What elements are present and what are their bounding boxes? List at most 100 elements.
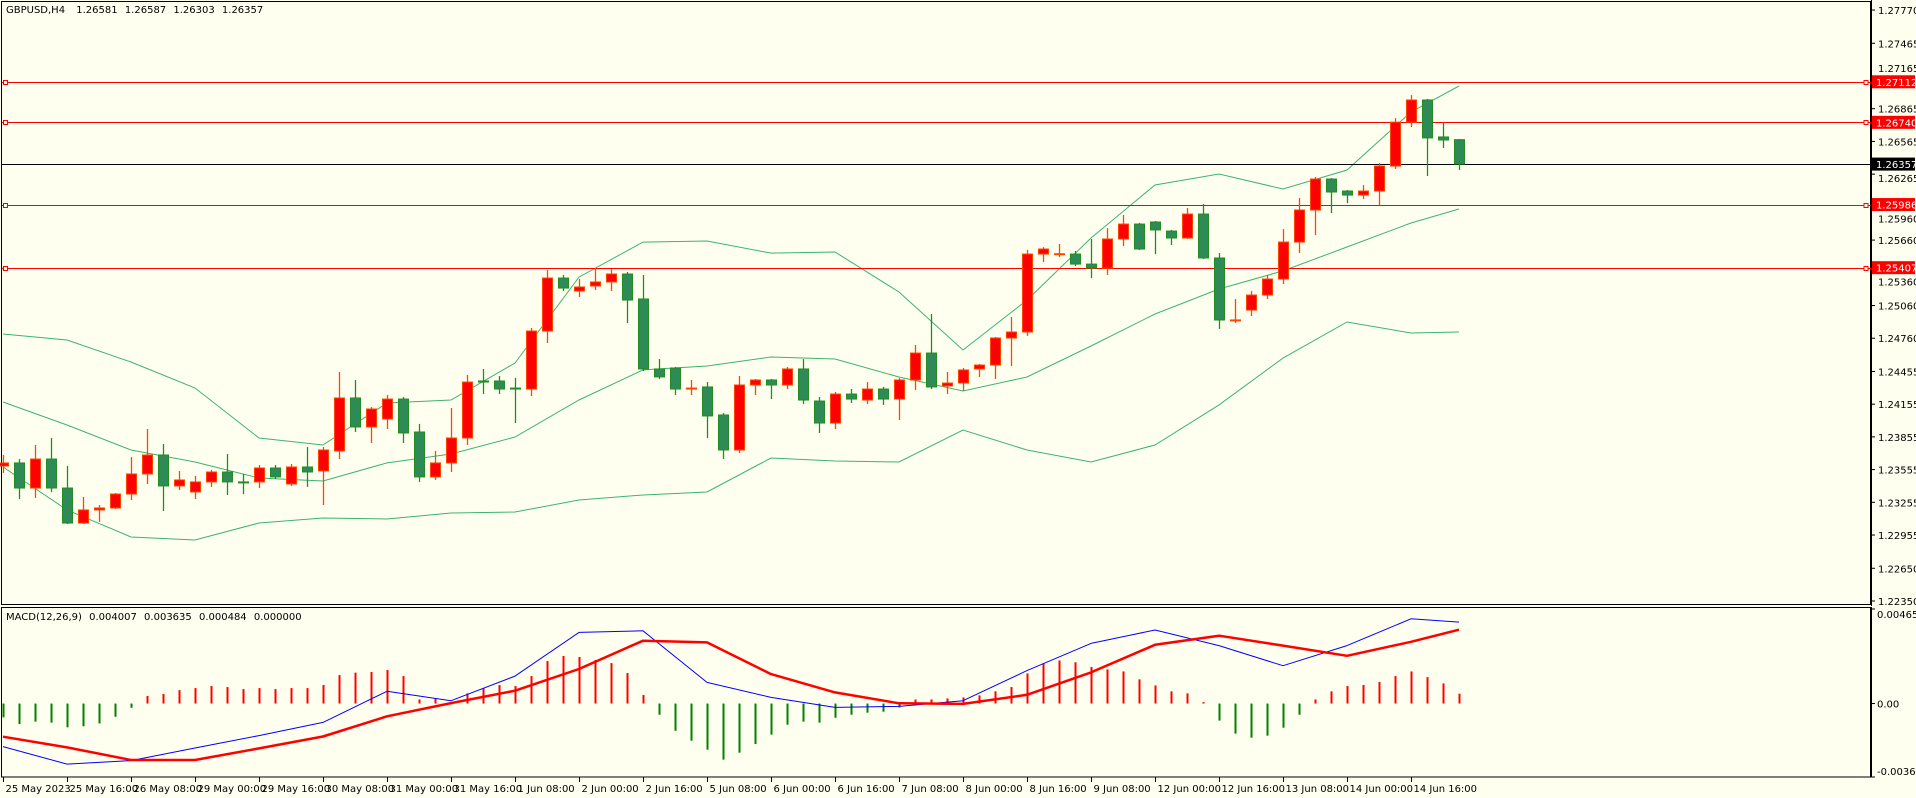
price-tick-label: 1.23555 bbox=[1878, 466, 1916, 477]
time-tick-label: 14 Jun 00:00 bbox=[1350, 784, 1414, 795]
candlesticks bbox=[0, 95, 1465, 525]
bear-candle-body bbox=[398, 398, 409, 434]
candle bbox=[686, 379, 697, 396]
candle bbox=[1070, 250, 1081, 267]
horizontal-level-line[interactable] bbox=[2, 266, 1871, 271]
bull-candle-body bbox=[1230, 319, 1241, 322]
bear-candle-body bbox=[846, 393, 857, 400]
time-tick-label: 6 Jun 16:00 bbox=[838, 784, 895, 795]
candle bbox=[30, 444, 41, 498]
bull-candle-body bbox=[110, 493, 121, 509]
candle bbox=[110, 493, 121, 509]
bear-candle-body bbox=[1150, 221, 1161, 231]
bear-candle-body bbox=[302, 466, 313, 473]
candle bbox=[94, 505, 105, 523]
bear-candle-body bbox=[350, 397, 361, 428]
candle bbox=[398, 396, 409, 443]
macd-axis[interactable]: 0.004652 0.00 -0.003615 bbox=[1871, 607, 1916, 778]
level-price-badge: 1.27112 bbox=[1872, 75, 1916, 89]
bull-candle-body bbox=[1102, 238, 1113, 269]
bull-candle-body bbox=[1182, 213, 1193, 239]
bull-candle-body bbox=[862, 388, 873, 401]
candle bbox=[302, 447, 313, 487]
bear-candle-body bbox=[14, 462, 25, 489]
bull-candle-body bbox=[1006, 331, 1017, 339]
candle bbox=[1230, 299, 1241, 324]
bull-candle-body bbox=[206, 471, 217, 483]
macd-main-line bbox=[2, 618, 1460, 765]
bear-candle-body bbox=[1326, 178, 1337, 193]
candle bbox=[1438, 122, 1449, 148]
bull-candle-body bbox=[30, 458, 41, 489]
horizontal-level-line[interactable] bbox=[2, 80, 1871, 85]
level-handle-left[interactable] bbox=[3, 80, 8, 85]
price-axis[interactable]: 1.27770 1.27465 1.27165 1.26865 1.26565 1.262… bbox=[1871, 0, 1916, 608]
time-tick-label: 29 May 16:00 bbox=[262, 784, 331, 795]
candle bbox=[1262, 274, 1273, 299]
bear-candle-body bbox=[414, 431, 425, 478]
bear-candle-body bbox=[1198, 213, 1209, 259]
bull-candle-body bbox=[526, 330, 537, 390]
candle bbox=[126, 457, 137, 501]
level-handle-right[interactable] bbox=[1863, 203, 1869, 208]
candle bbox=[222, 454, 233, 496]
level-handle-left[interactable] bbox=[3, 120, 8, 125]
time-tick-label: 9 Jun 08:00 bbox=[1094, 784, 1151, 795]
candle bbox=[190, 475, 201, 500]
macd-histogram-value: 0.000484 bbox=[199, 612, 247, 623]
time-tick-label: 29 May 00:00 bbox=[198, 784, 267, 795]
level-price-badge-bg bbox=[1872, 115, 1915, 129]
bull-candle-body bbox=[606, 273, 617, 283]
bear-candle-body bbox=[558, 277, 569, 289]
bear-candle-body bbox=[222, 471, 233, 483]
horizontal-level-line[interactable] bbox=[2, 203, 1871, 208]
price-tick-label: 1.25660 bbox=[1878, 236, 1916, 247]
bear-candle-body bbox=[926, 352, 937, 388]
bear-candle-body bbox=[1438, 136, 1449, 141]
macd-lines bbox=[2, 618, 1460, 765]
time-tick-label: 14 Jun 16:00 bbox=[1414, 784, 1478, 795]
time-tick-label: 25 May 16:00 bbox=[70, 784, 139, 795]
horizontal-level-line[interactable] bbox=[2, 120, 1871, 125]
candle bbox=[974, 363, 985, 378]
current-price-badge: 1.26357 bbox=[1872, 157, 1916, 171]
level-handle-right[interactable] bbox=[1863, 80, 1869, 85]
candle bbox=[270, 465, 281, 479]
price-panel[interactable]: GBPUSD,H4 1.26581 1.26587 1.26303 1.2635… bbox=[0, 1, 1871, 605]
level-handle-right[interactable] bbox=[1863, 120, 1869, 125]
candle bbox=[254, 465, 265, 489]
candle bbox=[142, 429, 153, 484]
candle bbox=[894, 378, 905, 420]
price-tick-label: 1.23855 bbox=[1878, 433, 1916, 444]
bull-candle-body bbox=[1406, 99, 1417, 123]
candle bbox=[990, 337, 1001, 379]
macd-panel[interactable]: MACD(12,26,9) 0.004007 0.003635 0.000484… bbox=[1, 607, 1871, 778]
time-tick-label: 6 Jun 00:00 bbox=[774, 784, 831, 795]
candle bbox=[878, 386, 889, 405]
horizontal-levels[interactable] bbox=[2, 80, 1871, 271]
candle bbox=[1390, 118, 1401, 169]
bear-candle-body bbox=[638, 298, 649, 370]
level-handle-right[interactable] bbox=[1863, 266, 1869, 271]
bull-candle-body bbox=[542, 277, 553, 332]
bear-candle-body bbox=[494, 380, 505, 390]
bull-candle-body bbox=[1038, 248, 1049, 255]
candle bbox=[862, 382, 873, 404]
level-price-badge-text: 1.25986 bbox=[1876, 201, 1916, 212]
macd-signal-line bbox=[2, 628, 1460, 762]
candle bbox=[462, 374, 473, 445]
bull-candle-body bbox=[974, 364, 985, 370]
bull-candle-body bbox=[1054, 253, 1065, 256]
bear-candle-body bbox=[270, 467, 281, 478]
bollinger-upper-line bbox=[2, 85, 1460, 446]
symbol-label: GBPUSD,H4 bbox=[6, 5, 65, 16]
candle bbox=[1166, 229, 1177, 245]
level-handle-left[interactable] bbox=[3, 266, 8, 271]
level-price-badge: 1.25986 bbox=[1872, 198, 1916, 212]
level-handle-left[interactable] bbox=[3, 203, 8, 208]
bull-candle-body bbox=[254, 467, 265, 483]
candle bbox=[590, 268, 601, 291]
high-value: 1.26587 bbox=[125, 5, 166, 16]
